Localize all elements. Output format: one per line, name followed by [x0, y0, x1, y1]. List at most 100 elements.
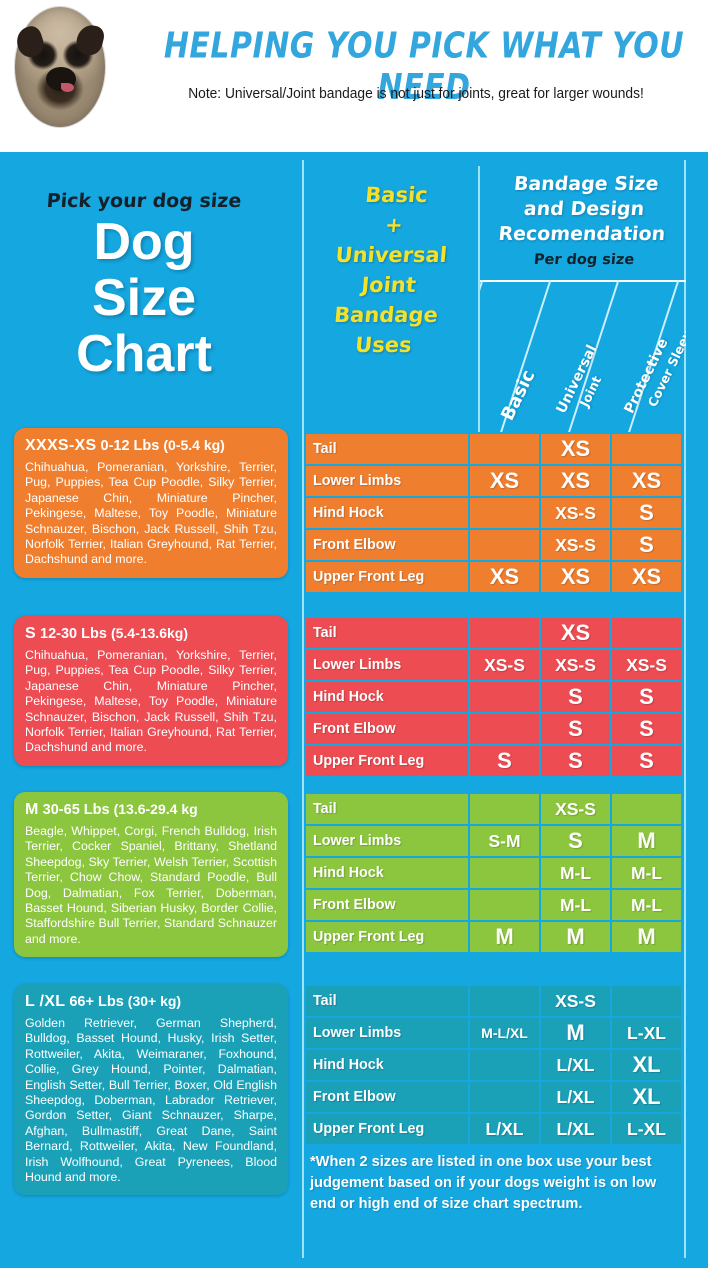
table-row: Lower Limbs M-L/XL M L-XL [306, 1018, 684, 1048]
cell-protective-cover-sleeve: XL [612, 1082, 681, 1112]
row-label: Hind Hock [306, 498, 468, 528]
cell-universal-joint: L/XL [541, 1114, 610, 1144]
size-box-m[interactable]: M 30-65 Lbs (13.6-29.4 kg Beagle, Whippe… [14, 792, 288, 958]
page-title: Dog Size Chart [0, 214, 288, 382]
size-weight-kg: (13.6-29.4 kg [113, 801, 198, 817]
cell-protective-cover-sleeve [612, 618, 681, 648]
size-box-s[interactable]: S 12-30 Lbs (5.4-13.6kg) Chihuahua, Pome… [14, 616, 288, 766]
cell-protective-cover-sleeve [612, 986, 681, 1016]
cell-protective-cover-sleeve: M [612, 826, 681, 856]
cell-basic [470, 498, 539, 528]
table-row: Hind Hock L/XL XL [306, 1050, 684, 1080]
table-s: Tail XS Lower Limbs XS-S XS-S XS-S Hind Hock S S… [306, 618, 684, 778]
header-banner: HELPING YOU PICK WHAT YOU NEED Note: Uni… [0, 0, 708, 152]
cell-universal-joint: M-L [541, 890, 610, 920]
size-box-xxxs-xs[interactable]: XXXS-XS 0-12 Lbs (0-5.4 kg) Chihuahua, P… [14, 428, 288, 578]
row-label: Hind Hock [306, 682, 468, 712]
table-row: Front Elbow S S [306, 714, 684, 744]
column-header-basic: Basic [497, 366, 540, 424]
cell-universal-joint: XS-S [541, 794, 610, 824]
header-title: HELPING YOU PICK WHAT YOU NEED [163, 25, 685, 109]
cell-protective-cover-sleeve: S [612, 682, 681, 712]
cell-basic: XS-S [470, 650, 539, 680]
size-code: M [25, 801, 39, 818]
table-row: Tail XS-S [306, 986, 684, 1016]
size-box-header: XXXS-XS 0-12 Lbs (0-5.4 kg) [25, 437, 277, 455]
divider-left [302, 160, 304, 1258]
size-box-header: M 30-65 Lbs (13.6-29.4 kg [25, 801, 277, 819]
cell-universal-joint: L/XL [541, 1050, 610, 1080]
row-label: Lower Limbs [306, 650, 468, 680]
table-row: Front Elbow M-L M-L [306, 890, 684, 920]
diagonal-divider-1 [480, 280, 490, 432]
size-weight-kg: (0-5.4 kg) [163, 437, 225, 453]
dog-ear-right-icon [73, 22, 107, 58]
breed-list: Beagle, Whippet, Corgi, French Bulldog, … [25, 824, 277, 946]
cell-universal-joint: XS-S [541, 498, 610, 528]
table-row: Front Elbow XS-S S [306, 530, 684, 560]
uses-line-4: Joint [360, 273, 417, 297]
size-weight-lbs: 66+ Lbs [69, 994, 124, 1010]
cell-universal-joint: XS-S [541, 650, 610, 680]
uses-line-1: Basic [364, 183, 429, 207]
row-label: Front Elbow [306, 714, 468, 744]
breed-list: Chihuahua, Pomeranian, Yorkshire, Terrie… [25, 648, 277, 755]
cell-basic: XS [470, 562, 539, 592]
size-weight-lbs: 12-30 Lbs [40, 626, 107, 642]
row-label: Upper Front Leg [306, 746, 468, 776]
row-label: Upper Front Leg [306, 562, 468, 592]
uses-line-6: Uses [354, 333, 413, 357]
cell-protective-cover-sleeve: S [612, 746, 681, 776]
cell-universal-joint: XS-S [541, 530, 610, 560]
cell-basic [470, 858, 539, 888]
row-label: Tail [306, 434, 468, 464]
cell-basic [470, 890, 539, 920]
table-row: Lower Limbs S-M S M [306, 826, 684, 856]
pug-photo [13, 6, 107, 128]
right-column: Basic + Universal Joint Bandage Uses Ban… [302, 152, 708, 1268]
column-header-protective-cover-sleeve: Protective Cover Sleeve [621, 312, 686, 424]
cell-protective-cover-sleeve: XS [612, 562, 681, 592]
table-row: Upper Front Leg M M M [306, 922, 684, 952]
cell-protective-cover-sleeve: S [612, 498, 681, 528]
row-label: Hind Hock [306, 1050, 468, 1080]
table-row: Tail XS-S [306, 794, 684, 824]
main-panel: Pick your dog size Dog Size Chart XXXS-X… [0, 152, 708, 1268]
cell-universal-joint: S [541, 682, 610, 712]
table-row: Tail XS [306, 618, 684, 648]
rec-line-3: Recomendation [497, 223, 667, 245]
uses-line-3: Universal [334, 243, 449, 267]
cell-basic [470, 434, 539, 464]
cell-universal-joint: M-L [541, 858, 610, 888]
table-xxxs-xs: Tail XS Lower Limbs XS XS XS Hind Hock XS-S S Fro… [306, 434, 684, 594]
table-row: Upper Front Leg S S S [306, 746, 684, 776]
diagonal-column-headers: Basic Universal Joint Protective Cover S… [480, 280, 686, 432]
uses-line-5: Bandage [333, 303, 439, 327]
cell-universal-joint: XS [541, 562, 610, 592]
size-box-header: S 12-30 Lbs (5.4-13.6kg) [25, 625, 277, 643]
cell-basic [470, 1050, 539, 1080]
row-label: Hind Hock [306, 858, 468, 888]
cell-protective-cover-sleeve: L-XL [612, 1018, 681, 1048]
page-title-line-3: Chart [76, 325, 212, 383]
table-row: Front Elbow L/XL XL [306, 1082, 684, 1112]
size-code: L /XL [25, 993, 66, 1010]
table-row: Hind Hock S S [306, 682, 684, 712]
cell-protective-cover-sleeve: M-L [612, 890, 681, 920]
size-box-l-xl[interactable]: L /XL 66+ Lbs (30+ kg) Golden Retriever,… [14, 984, 288, 1196]
row-label: Upper Front Leg [306, 922, 468, 952]
divider-middle [478, 166, 480, 432]
row-label: Tail [306, 986, 468, 1016]
dog-ear-left-icon [13, 23, 47, 61]
row-label: Front Elbow [306, 890, 468, 920]
header-top-rule [480, 280, 686, 282]
row-label: Lower Limbs [306, 1018, 468, 1048]
uses-line-2: + [384, 213, 404, 237]
pick-your-dog-size-label: Pick your dog size [45, 190, 243, 212]
cell-basic: S-M [470, 826, 539, 856]
cell-protective-cover-sleeve: M [612, 922, 681, 952]
cell-protective-cover-sleeve: XS [612, 466, 681, 496]
footnote: *When 2 sizes are listed in one box use … [310, 1154, 657, 1212]
cell-basic [470, 794, 539, 824]
